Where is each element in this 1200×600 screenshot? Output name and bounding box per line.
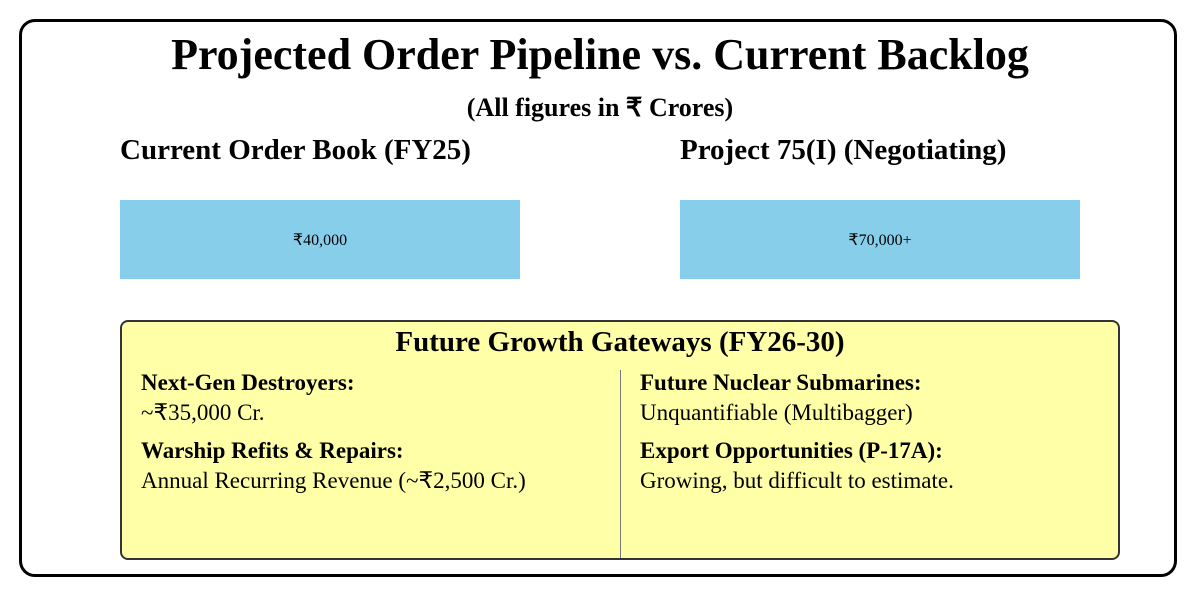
title: Projected Order Pipeline vs. Current Bac…	[171, 30, 1029, 79]
future-box: Future Growth Gateways (FY26-30) Next-Ge…	[120, 320, 1120, 560]
item-name: Warship Refits & Repairs:	[141, 438, 404, 463]
item-text: Growing, but difficult to estimate.	[640, 468, 954, 493]
item-text: Annual Recurring Revenue (~₹2,500 Cr.)	[141, 468, 526, 493]
item-text: Unquantifiable (Multibagger)	[640, 400, 913, 425]
item-name: Future Nuclear Submarines:	[640, 370, 922, 395]
column: Future Nuclear Submarines: Unquantifiable…	[640, 368, 1120, 504]
future-title: Future Growth Gateways (FY26-30)	[395, 326, 845, 358]
card-label: Current Order Book (FY25)	[120, 134, 471, 166]
card-box: ₹70,000+	[680, 200, 1080, 279]
item: Future Nuclear Submarines: Unquantifiable…	[640, 368, 1120, 428]
column: Next-Gen Destroyers: ~₹35,000 Cr. Warship …	[141, 368, 621, 504]
item: Warship Refits & Repairs: Annual Recurrin…	[141, 436, 621, 496]
subtitle: (All figures in ₹ Crores)	[466, 93, 734, 122]
card-value: ₹70,000+	[848, 231, 912, 249]
card-box: ₹40,000	[120, 200, 520, 279]
frame	[19, 19, 1177, 577]
item: Next-Gen Destroyers: ~₹35,000 Cr.	[141, 368, 621, 428]
card-label: Project 75(I) (Negotiating)	[680, 134, 1007, 166]
divider	[620, 370, 621, 558]
item-text: ~₹35,000 Cr.	[141, 400, 265, 425]
item-name: Export Opportunities (P-17A):	[640, 438, 943, 463]
item: Export Opportunities (P-17A): Growing, bu…	[640, 436, 1120, 496]
item-name: Next-Gen Destroyers:	[141, 370, 355, 395]
card-value: ₹40,000	[292, 231, 348, 249]
